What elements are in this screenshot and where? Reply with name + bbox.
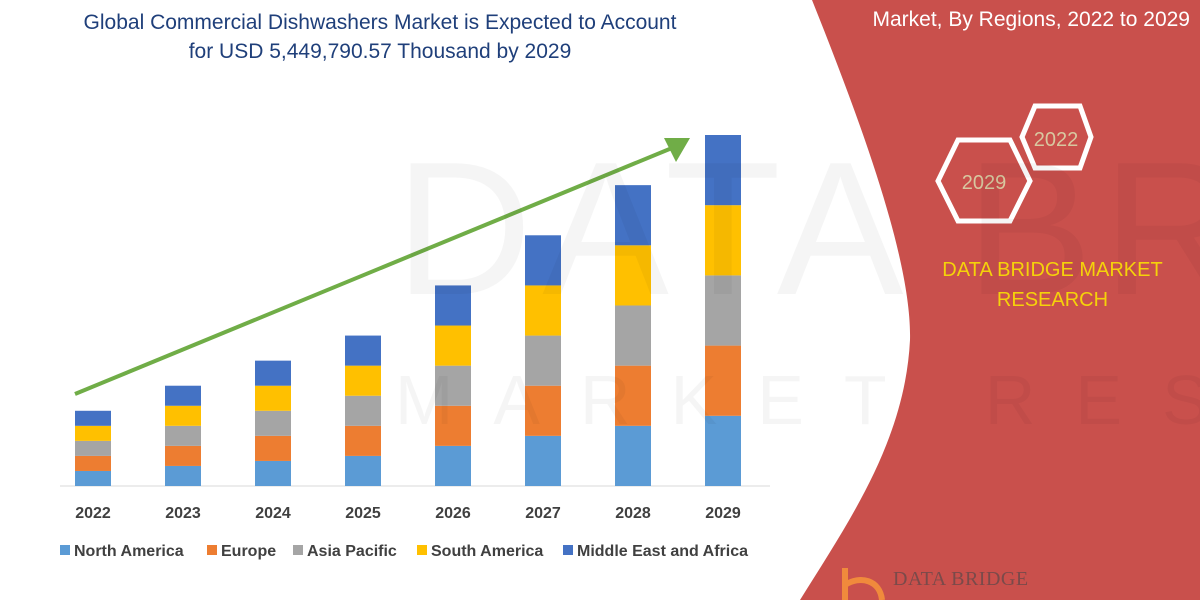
bar-segment-2029-north-america [705,415,741,486]
bar-segment-2025-south-america [345,365,381,396]
hex-label-2029: 2029 [962,172,1007,194]
bar-segment-2026-north-america [435,445,471,486]
bar-segment-2026-asia-pacific [435,365,471,406]
bar-segment-2028-south-america [615,245,651,306]
bar-segment-2027-south-america [525,285,561,336]
x-tick-label: 2029 [705,505,741,522]
legend-label: Europe [221,543,276,560]
legend-swatch [417,545,427,555]
bar-segment-2025-europe [345,425,381,456]
bar-segment-2027-north-america [525,435,561,486]
bar-segment-2024-europe [255,435,291,461]
title-line-1: Global Commercial Dishwashers Market is … [83,11,677,34]
x-tick-label: 2025 [345,505,381,522]
legend-label: Middle East and Africa [577,543,748,560]
bar-segment-2027-europe [525,385,561,436]
x-tick-label: 2028 [615,505,651,522]
bar-segment-2024-north-america [255,460,291,486]
bar-segment-2024-south-america [255,385,291,411]
bar-segment-2022-south-america [75,425,111,441]
bar-segment-2026-south-america [435,325,471,366]
x-tick-label: 2027 [525,505,561,522]
bar-segment-2022-europe [75,455,111,471]
brand-name: DATA BRIDGE MARKET RESEARCH [915,255,1190,315]
legend-label: South America [431,543,543,560]
bar-segment-2022-middle-east-and-africa [75,410,111,426]
bar-segment-2028-north-america [615,425,651,486]
bar-segment-2025-asia-pacific [345,395,381,426]
legend-label: Asia Pacific [307,543,397,560]
x-tick-label: 2026 [435,505,471,522]
brand-line-2: RESEARCH [996,289,1109,311]
bar-segment-2029-middle-east-and-africa [705,135,741,206]
bar-segment-2023-middle-east-and-africa [165,385,201,406]
bar-segment-2028-middle-east-and-africa [615,185,651,246]
x-tick-label: 2024 [255,505,291,522]
legend-label: North America [74,543,184,560]
logo-mark [842,568,885,600]
bar-segment-2026-middle-east-and-africa [435,285,471,326]
bar-segment-2027-middle-east-and-africa [525,235,561,286]
bar-segment-2029-asia-pacific [705,275,741,346]
logo-text: DATA BRIDGE [893,568,1029,590]
title-line-2: for USD 5,449,790.57 Thousand by 2029 [188,40,572,63]
legend-swatch [293,545,303,555]
legend-swatch [60,545,70,555]
hexagon-2022 [1019,103,1094,171]
chart-title: Global Commercial Dishwashers Market is … [30,8,730,66]
bar-segment-2029-europe [705,345,741,416]
bar-segment-2027-asia-pacific [525,335,561,386]
bar-segment-2023-south-america [165,405,201,426]
bar-segment-2029-south-america [705,205,741,276]
watermark-2: MARKET RESEARCH [395,360,1200,440]
red-side-panel [800,0,1200,600]
bar-segment-2028-asia-pacific [615,305,651,366]
bar-segment-2022-asia-pacific [75,440,111,456]
bar-segment-2028-europe [615,365,651,426]
x-tick-label: 2022 [75,505,111,522]
bar-segment-2023-asia-pacific [165,425,201,446]
brand-line-1: DATA BRIDGE MARKET [942,259,1163,281]
hexagon-2029 [935,137,1033,224]
legend-swatch [563,545,573,555]
bar-segment-2023-north-america [165,465,201,486]
bar-segment-2026-europe [435,405,471,446]
hex-label-2022: 2022 [1034,129,1079,151]
bar-segment-2023-europe [165,445,201,466]
bar-segment-2024-middle-east-and-africa [255,360,291,386]
chart-subtitle: Market, By Regions, 2022 to 2029 [872,8,1190,31]
bar-segment-2024-asia-pacific [255,410,291,436]
bar-segment-2022-north-america [75,470,111,486]
legend-swatch [207,545,217,555]
bar-segment-2025-north-america [345,455,381,486]
trend-arrow [74,138,690,396]
x-tick-label: 2023 [165,505,201,522]
bar-segment-2025-middle-east-and-africa [345,335,381,366]
